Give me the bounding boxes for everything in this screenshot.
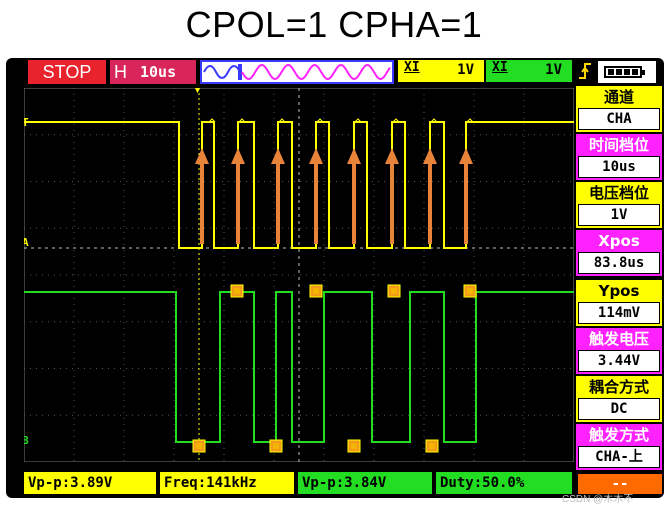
- waveform-plot[interactable]: T A B ▼: [24, 88, 574, 462]
- oscilloscope-screen: [6, 58, 664, 498]
- ch2-duty-readout: Duty:50.0%: [436, 472, 572, 494]
- menu-value: DC: [578, 398, 660, 420]
- run-stop-button[interactable]: STOP: [28, 60, 106, 84]
- ch1-scale[interactable]: XI 1V: [398, 60, 484, 82]
- sample-marker: [192, 439, 206, 453]
- menu-value: 114mV: [578, 302, 660, 324]
- timebase-value: 10us: [140, 63, 177, 81]
- sample-marker: [347, 439, 361, 453]
- sample-marker: [230, 284, 244, 298]
- menu-label: 耦合方式: [588, 378, 649, 396]
- menu-label: Xpos: [598, 232, 640, 250]
- ch2-vpp-readout: Vp-p:3.84V: [298, 472, 432, 494]
- ch1-ripple: [430, 118, 438, 123]
- menu-label: 时间档位: [588, 136, 649, 154]
- menu-value: 1V: [578, 204, 660, 226]
- timebase-indicator[interactable]: H 10us: [110, 60, 196, 84]
- sample-marker: [309, 284, 323, 298]
- menu-label: 电压档位: [588, 184, 649, 202]
- battery-icon: [598, 61, 656, 83]
- menu-item-7[interactable]: 触发方式 CHA-上: [576, 424, 662, 470]
- sample-arrow: [347, 148, 361, 244]
- sample-arrow: [309, 148, 323, 244]
- ch1-ripple: [238, 118, 246, 123]
- ch2-ground-marker: B: [24, 434, 29, 447]
- menu-label: 通道: [603, 88, 634, 106]
- menu-item-6[interactable]: 耦合方式 DC: [576, 376, 662, 422]
- extra-readout[interactable]: --: [578, 474, 662, 494]
- trigger-level-marker: T: [24, 116, 29, 129]
- menu-item-4[interactable]: Ypos 114mV: [576, 280, 662, 326]
- menu-value: 83.8us: [578, 252, 660, 274]
- ch2-coupling-mark: XI: [492, 60, 508, 75]
- page-title: CPOL=1 CPHA=1: [185, 4, 483, 45]
- waveform-overview: [200, 60, 394, 84]
- ch1-ground-marker: A: [24, 236, 29, 249]
- ch1-ripple: [316, 118, 324, 123]
- ch2-scale[interactable]: XI 1V: [486, 60, 572, 82]
- rising-edge-icon: [578, 60, 592, 82]
- sample-marker: [463, 284, 477, 298]
- ch2-scale-value: 1V: [545, 62, 562, 78]
- menu-label: Ypos: [598, 282, 640, 300]
- menu-item-5[interactable]: 触发电压 3.44V: [576, 328, 662, 374]
- ch1-ripple: [466, 118, 474, 123]
- sample-arrow: [423, 148, 437, 244]
- menu-value: CHA-上: [578, 446, 660, 468]
- ch1-ripple: [208, 118, 216, 123]
- sample-marker: [387, 284, 401, 298]
- menu-value: CHA: [578, 108, 660, 130]
- overview-wave-icon: [203, 63, 391, 81]
- sample-arrow: [231, 148, 245, 244]
- menu-value: 10us: [578, 156, 660, 178]
- watermark: CSDN @木木不: [562, 494, 634, 505]
- ch1-coupling-mark: XI: [404, 60, 420, 75]
- ch1-ripple: [392, 118, 400, 123]
- sample-arrow: [459, 148, 473, 244]
- ch1-vpp-readout: Vp-p:3.89V: [24, 472, 156, 494]
- sample-arrow: [271, 148, 285, 244]
- menu-item-2[interactable]: 电压档位 1V: [576, 182, 662, 228]
- menu-label: 触发电压: [588, 330, 649, 348]
- sample-arrow: [385, 148, 399, 244]
- trigger-position-marker: ▼: [194, 88, 201, 95]
- ch1-freq-readout: Freq:141kHz: [160, 472, 294, 494]
- ch2-trace: [24, 291, 574, 443]
- menu-label: 触发方式: [588, 426, 649, 444]
- sample-marker: [269, 439, 283, 453]
- ch1-scale-value: 1V: [457, 62, 474, 78]
- ch1-ripple: [354, 118, 362, 123]
- menu-item-3[interactable]: Xpos 83.8us: [576, 230, 662, 276]
- sample-marker: [425, 439, 439, 453]
- menu-item-0[interactable]: 通道 CHA: [576, 86, 662, 132]
- ch1-ripple: [278, 118, 286, 123]
- timebase-label: H: [114, 62, 127, 82]
- sample-arrow: [195, 148, 209, 244]
- menu-value: 3.44V: [578, 350, 660, 372]
- menu-item-1[interactable]: 时间档位 10us: [576, 134, 662, 180]
